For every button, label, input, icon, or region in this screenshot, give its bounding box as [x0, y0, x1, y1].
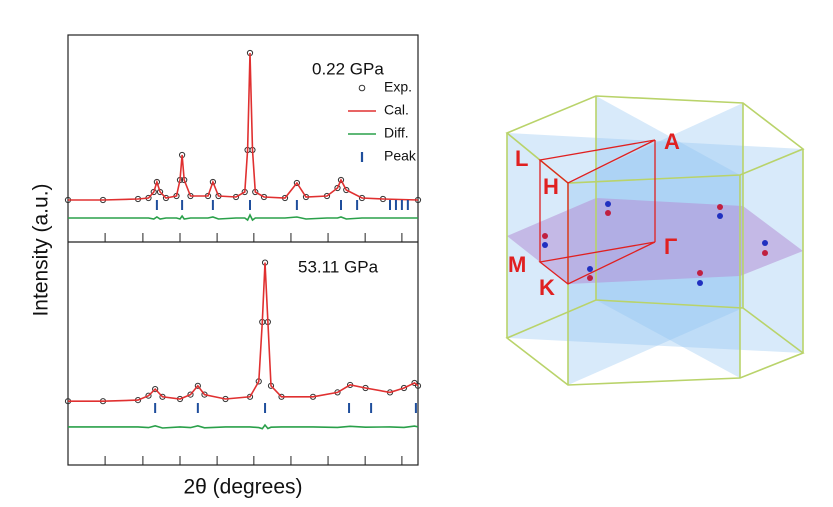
exp-point [414, 382, 422, 389]
wedge [538, 139, 656, 285]
curve [68, 52, 419, 201]
pressure-label: 53.11 GPa [298, 257, 379, 276]
legend-marker [358, 84, 366, 92]
legend-label: Peak [384, 148, 417, 164]
curve [68, 262, 419, 402]
legend-label: Cal. [384, 102, 409, 118]
exp-point [150, 188, 157, 196]
exp-point [194, 382, 201, 389]
x-axis-label: 2θ (degrees) [183, 476, 302, 499]
point-label: H [543, 174, 559, 199]
points [542, 201, 768, 286]
y-axis-label: Intensity (a.u.) [30, 183, 53, 316]
exp-point [337, 176, 345, 184]
exp-point [343, 186, 350, 194]
point-label: Γ [664, 234, 677, 259]
point-label: L [515, 146, 528, 171]
exp-point [145, 392, 152, 399]
exp-point [209, 178, 216, 186]
point-label: A [664, 129, 680, 154]
legend-label: Diff. [384, 125, 409, 141]
exp-point [293, 179, 300, 187]
pressure-label: 0.22 GPa [312, 59, 384, 78]
exp-point [152, 386, 159, 393]
brillouin-zone: L H A M K Γ [505, 95, 805, 386]
exp-point [187, 391, 194, 398]
point-label: K [539, 275, 555, 300]
xrd-plots: Intensity (a.u.) 2θ (degrees) 0.22 GPaEx… [30, 34, 422, 499]
plot-frame [67, 34, 419, 466]
legend-label: Exp. [384, 79, 412, 95]
curve [68, 423, 419, 430]
point-label: M [508, 252, 526, 277]
exp-point [334, 184, 341, 192]
curve [68, 213, 418, 222]
